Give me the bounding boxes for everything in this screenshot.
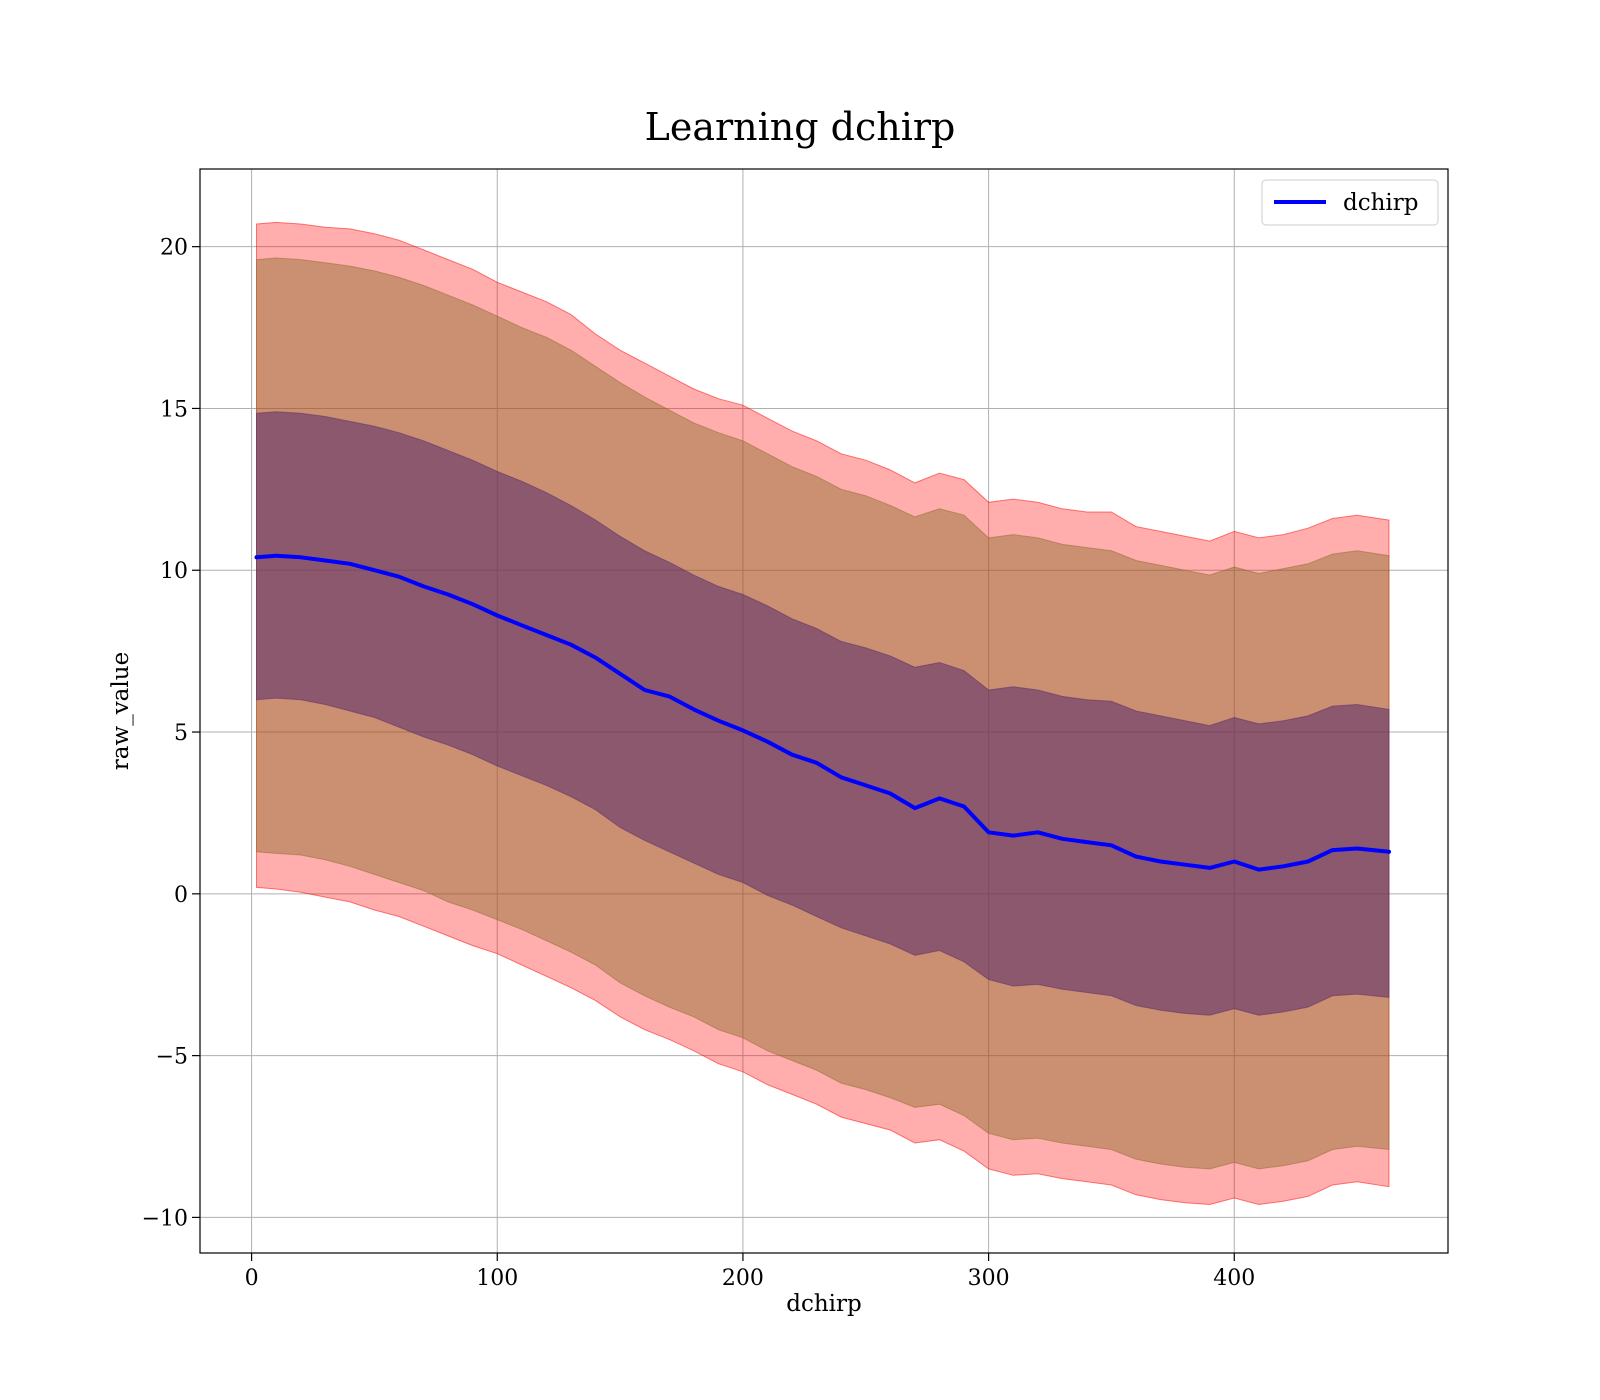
series-line-dchirp	[254, 553, 1391, 872]
plot-frame	[199, 168, 1449, 1254]
y-tick-label: 0	[174, 883, 188, 908]
x-tick-label: 100	[476, 1266, 518, 1291]
y-axis: −10 −5 0 5 10 15 20	[142, 236, 200, 1231]
y-tick-label: 15	[160, 397, 188, 422]
plot-area	[199, 168, 1449, 1254]
x-tick-label: 200	[722, 1266, 764, 1291]
y-tick-label: 10	[160, 559, 188, 584]
y-axis-title: raw_value	[108, 652, 134, 770]
series-lines	[254, 553, 1391, 872]
x-axis: 0 100 200 300 400	[245, 1253, 1255, 1291]
y-tick-label: 5	[174, 721, 188, 746]
y-tick-label: −5	[156, 1045, 188, 1070]
y-tick-label: −10	[142, 1206, 188, 1231]
x-tick-label: 300	[968, 1266, 1010, 1291]
x-axis-title: dchirp	[786, 1291, 862, 1317]
band-inner	[256, 411, 1390, 1016]
legend: dchirp	[1261, 179, 1439, 226]
chart-title: Learning dchirp	[645, 105, 956, 149]
x-tick-label: 0	[245, 1266, 259, 1291]
legend-label-dchirp: dchirp	[1343, 190, 1419, 216]
confidence-bands	[256, 221, 1390, 1206]
legend-box	[1261, 179, 1439, 226]
y-tick-label: 20	[160, 236, 188, 261]
x-tick-label: 400	[1213, 1266, 1255, 1291]
